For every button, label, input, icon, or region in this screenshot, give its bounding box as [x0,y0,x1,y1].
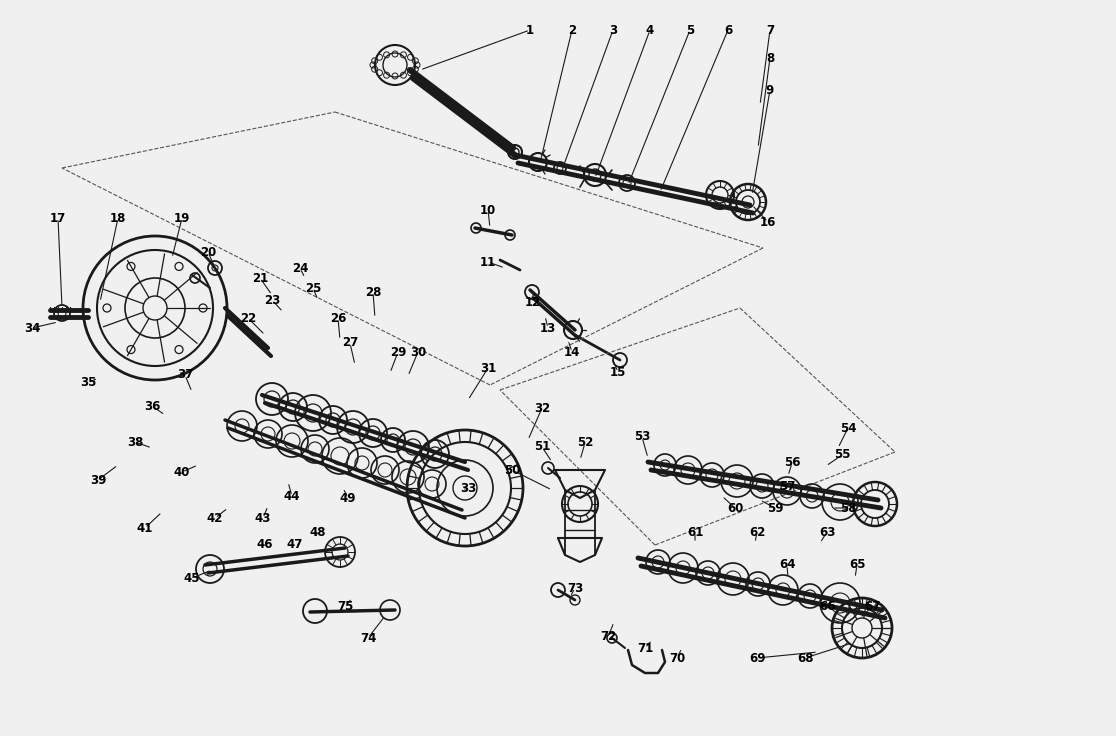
Text: 31: 31 [480,361,497,375]
Text: 9: 9 [766,83,775,96]
Text: 3: 3 [609,24,617,37]
Text: 40: 40 [174,465,190,478]
Text: 26: 26 [330,311,346,325]
Text: 25: 25 [305,281,321,294]
Text: 45: 45 [184,571,200,584]
Text: 61: 61 [686,526,703,539]
Text: 27: 27 [341,336,358,350]
Text: 34: 34 [23,322,40,334]
Text: 11: 11 [480,255,497,269]
Text: 2: 2 [568,24,576,37]
Text: 5: 5 [686,24,694,37]
Text: 58: 58 [839,501,856,514]
Text: 55: 55 [834,448,850,461]
Text: 60: 60 [727,501,743,514]
Text: 37: 37 [176,369,193,381]
Text: 18: 18 [109,211,126,224]
Text: 69: 69 [749,651,766,665]
Text: 44: 44 [283,489,300,503]
Text: 19: 19 [174,211,190,224]
Text: 28: 28 [365,286,382,299]
Text: 4: 4 [646,24,654,37]
Text: 13: 13 [540,322,556,334]
Text: 30: 30 [410,345,426,358]
Text: 62: 62 [749,526,766,539]
Text: 75: 75 [337,601,353,614]
Text: 41: 41 [137,522,153,534]
Text: 52: 52 [577,436,594,450]
Text: 56: 56 [783,456,800,470]
Text: 32: 32 [533,402,550,414]
Text: 70: 70 [668,651,685,665]
Text: 51: 51 [533,441,550,453]
Text: 1: 1 [526,24,535,37]
Text: 36: 36 [144,400,161,412]
Text: 64: 64 [779,559,796,571]
Text: 68: 68 [797,651,814,665]
Text: 20: 20 [200,246,217,258]
Text: 21: 21 [252,272,268,285]
Text: 22: 22 [240,311,257,325]
Text: 47: 47 [287,539,304,551]
Text: 8: 8 [766,52,775,65]
Text: 6: 6 [724,24,732,37]
Text: 63: 63 [819,526,835,539]
Text: 43: 43 [254,512,271,525]
Text: 38: 38 [127,436,143,448]
Text: 57: 57 [779,481,796,494]
Text: 10: 10 [480,203,497,216]
Text: 48: 48 [310,526,326,539]
Text: 59: 59 [767,501,783,514]
Text: 42: 42 [206,512,223,525]
Text: 73: 73 [567,581,584,595]
Text: 23: 23 [263,294,280,306]
Text: 50: 50 [503,464,520,476]
Text: 33: 33 [460,481,477,495]
Text: 49: 49 [339,492,356,504]
Text: 16: 16 [760,216,777,228]
Text: 66: 66 [819,601,835,614]
Text: 71: 71 [637,642,653,654]
Text: 65: 65 [849,559,865,571]
Text: 53: 53 [634,431,651,444]
Text: 7: 7 [766,24,775,37]
Text: 17: 17 [50,211,66,224]
Text: 46: 46 [257,539,273,551]
Text: 35: 35 [80,377,96,389]
Text: 24: 24 [291,261,308,275]
Text: 15: 15 [609,366,626,378]
Text: 54: 54 [839,422,856,434]
Text: 29: 29 [389,345,406,358]
Text: 39: 39 [89,473,106,486]
Text: 72: 72 [600,631,616,643]
Text: 74: 74 [359,631,376,645]
Text: 67: 67 [864,601,881,614]
Text: 14: 14 [564,345,580,358]
Text: 12: 12 [525,297,541,310]
